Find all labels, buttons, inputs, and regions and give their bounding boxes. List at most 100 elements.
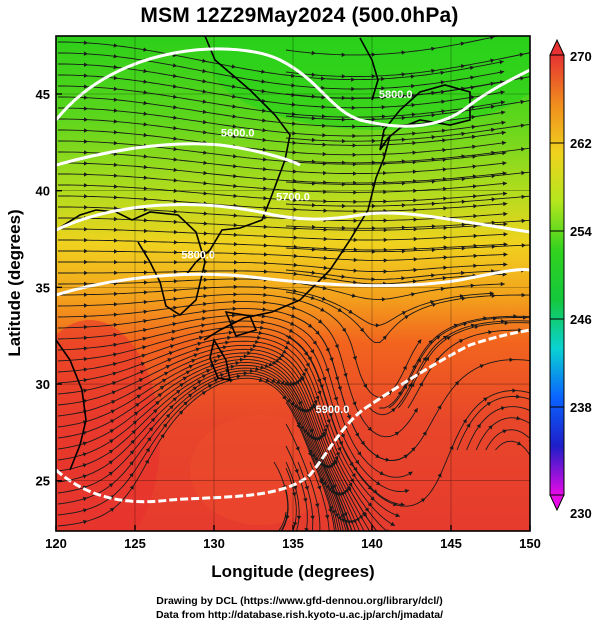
streamline-arrow	[84, 281, 88, 286]
streamline-arrow	[213, 359, 219, 364]
streamline	[58, 270, 507, 285]
streamline-arrow	[292, 297, 298, 302]
streamline	[285, 461, 300, 531]
streamline-arrow	[520, 99, 525, 105]
streamline	[58, 286, 494, 326]
streamline-arrow	[341, 138, 346, 144]
streamline-arrow	[330, 485, 335, 490]
streamline-arrow	[417, 357, 421, 363]
streamline-arrow	[323, 236, 328, 242]
streamline-arrow	[371, 74, 376, 79]
streamline-arrow	[83, 62, 88, 67]
streamline-arrow	[143, 207, 148, 212]
streamline-arrow	[143, 122, 148, 127]
streamline-arrow	[353, 199, 358, 204]
streamline-arrow	[138, 378, 144, 383]
streamline-arrow	[501, 110, 506, 115]
streamline-arrow	[500, 406, 506, 411]
streamline-arrow	[296, 423, 301, 429]
streamline-arrow	[201, 323, 206, 328]
streamline	[58, 239, 508, 251]
streamline-arrow	[323, 199, 328, 204]
streamline-arrow	[293, 207, 298, 212]
streamline-arrow	[371, 203, 376, 209]
streamline-arrow	[311, 116, 316, 121]
streamline-arrow	[460, 41, 465, 46]
streamline	[57, 301, 418, 438]
streamline-arrow	[233, 292, 238, 297]
streamline-arrow	[310, 515, 315, 520]
streamline-arrow	[83, 378, 88, 383]
streamline-arrow	[413, 267, 418, 273]
streamline-arrow	[243, 371, 248, 376]
streamline-arrow	[293, 404, 298, 409]
streamline-arrow	[310, 435, 315, 441]
streamline-arrow	[470, 323, 476, 328]
streamline-arrow	[143, 100, 148, 106]
streamline-arrow	[207, 384, 213, 389]
streamline-arrow	[371, 160, 376, 165]
streamline-arrow	[313, 400, 318, 405]
streamline-arrow	[381, 105, 386, 110]
streamline-arrow	[473, 204, 478, 209]
streamline-arrow	[350, 478, 354, 483]
streamline-arrow	[219, 373, 225, 378]
streamline-arrow	[323, 227, 328, 232]
streamline-arrow	[288, 328, 294, 333]
streamline-arrow	[413, 198, 418, 203]
streamline-arrow	[443, 186, 448, 192]
streamline-arrow	[233, 299, 238, 304]
colorbar: 270 230 262 254 246 238	[549, 38, 592, 521]
streamline-arrow	[231, 319, 236, 324]
streamline-arrow	[293, 522, 298, 527]
streamline-arrow	[349, 462, 354, 467]
colorbar-min-label: 230	[570, 506, 592, 521]
longitude-axis: 120 125 130 135 140 145 150	[45, 525, 541, 551]
streamline-arrow	[411, 83, 416, 89]
streamline-arrow	[143, 132, 148, 138]
streamline-arrow	[143, 164, 148, 170]
streamline-arrow	[321, 104, 326, 110]
streamline-arrow	[231, 64, 236, 69]
streamline-arrow	[165, 413, 171, 419]
streamline-arrow	[299, 407, 304, 413]
streamline-arrow	[203, 170, 208, 176]
streamline-arrow	[232, 313, 237, 318]
streamline-arrow	[231, 84, 237, 89]
streamline-arrow	[182, 376, 188, 381]
streamline-arrow	[349, 519, 354, 525]
streamline-arrow	[263, 243, 268, 248]
streamline-arrow	[322, 376, 327, 382]
streamline-arrow	[367, 485, 373, 490]
streamline	[285, 269, 530, 280]
streamline-arrow	[470, 75, 475, 80]
streamline-arrow	[328, 508, 333, 513]
streamline-arrow	[404, 489, 410, 494]
streamline-arrow	[227, 335, 232, 340]
streamline-arrow	[323, 428, 328, 433]
streamline-arrow	[502, 181, 507, 186]
streamline-arrow	[277, 356, 283, 360]
streamline-arrow	[143, 218, 148, 223]
streamline	[58, 140, 507, 165]
streamline-arrow	[285, 340, 291, 345]
streamline-arrow	[83, 194, 88, 199]
streamline	[58, 261, 508, 273]
streamline-arrow	[202, 68, 207, 74]
streamline-arrow	[143, 299, 148, 305]
streamline-arrow	[160, 433, 165, 439]
streamline-arrow	[271, 378, 276, 383]
streamline-arrow	[317, 390, 322, 396]
streamline-arrow	[311, 159, 316, 164]
streamline-arrow	[83, 150, 88, 155]
streamline-arrow	[292, 131, 297, 136]
streamline-arrow	[317, 485, 322, 491]
streamline-arrow	[413, 217, 418, 222]
streamline-arrow	[503, 242, 508, 247]
streamline-arrow	[501, 130, 506, 136]
streamline-arrow	[145, 447, 150, 453]
streamline-arrow	[233, 284, 238, 290]
streamline-arrow	[294, 469, 299, 474]
streamline-arrow	[263, 292, 268, 298]
